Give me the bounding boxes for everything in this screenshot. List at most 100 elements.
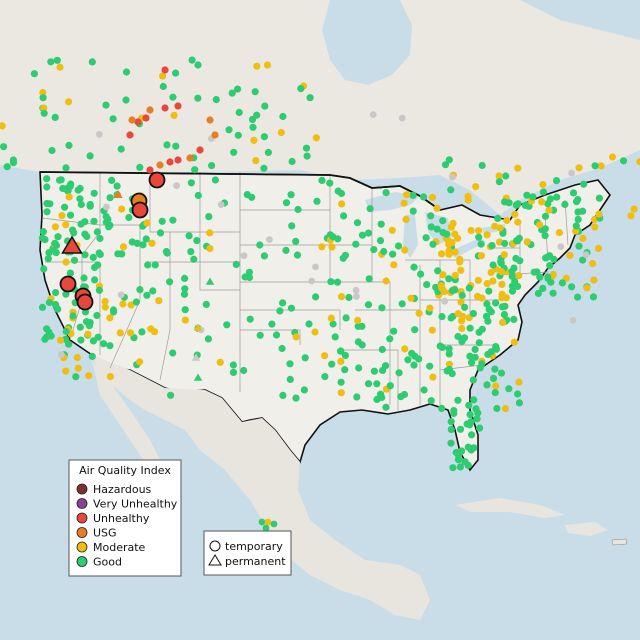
moderate-station-marker	[514, 218, 522, 226]
moderate-legend-label: Moderate	[93, 541, 146, 554]
good-station-marker	[378, 345, 386, 354]
good-station-marker	[542, 254, 550, 262]
good-station-marker	[51, 113, 59, 121]
good-station-marker	[539, 284, 547, 292]
good-station-marker	[589, 293, 598, 301]
good-station-marker	[326, 179, 334, 187]
good-station-marker	[497, 369, 506, 377]
moderate-station-marker	[101, 303, 109, 311]
moderate-station-marker	[321, 352, 329, 360]
good-station-marker	[142, 235, 150, 243]
good-station-marker	[404, 356, 412, 364]
moderate-station-marker	[65, 98, 73, 106]
moderate-station-marker	[597, 162, 605, 170]
moderate-station-marker	[56, 336, 65, 344]
good-station-marker	[151, 261, 159, 269]
good-station-marker	[445, 345, 453, 353]
moderate-permanent-marker	[193, 323, 203, 331]
moderate-station-marker	[636, 158, 640, 166]
good-station-marker	[443, 230, 451, 238]
good-station-marker	[438, 404, 446, 412]
good-station-marker	[386, 382, 394, 390]
good-station-marker	[419, 193, 428, 201]
good-station-marker	[63, 184, 72, 192]
moderate-station-marker	[407, 294, 415, 302]
good-station-marker	[74, 186, 82, 194]
moderate-station-marker	[328, 243, 336, 251]
moderate-station-marker	[572, 227, 580, 235]
moderate-station-marker	[415, 309, 423, 317]
moderate-station-marker	[252, 157, 260, 165]
good-station-marker	[572, 222, 580, 230]
unhealthy-station-marker	[126, 131, 134, 139]
moderate-station-marker	[538, 198, 546, 206]
moderate-station-marker	[515, 272, 523, 280]
good-station-marker	[45, 298, 54, 307]
moderate-station-marker	[498, 290, 506, 298]
unhealthy-temporary-marker	[148, 171, 166, 189]
good-station-marker	[305, 320, 313, 328]
good-station-marker	[379, 366, 387, 374]
usg-permanent-marker	[113, 190, 123, 198]
good-station-marker	[458, 291, 466, 300]
good-station-marker	[423, 281, 431, 289]
good-station-marker	[508, 287, 517, 295]
good-station-marker	[89, 253, 97, 261]
good-station-marker	[354, 338, 362, 346]
moderate-station-marker	[595, 210, 603, 218]
good-station-marker	[373, 380, 381, 388]
good-station-marker	[62, 327, 70, 336]
moderate-station-marker	[101, 297, 109, 305]
no-data-station-marker	[57, 351, 65, 358]
moderate-station-marker	[312, 134, 320, 142]
good-station-marker	[102, 101, 110, 109]
no-data-station-marker	[557, 243, 565, 251]
good-station-marker	[579, 207, 587, 215]
good-station-marker	[93, 311, 101, 320]
good-station-marker	[492, 343, 500, 351]
good-station-marker	[408, 349, 416, 357]
good-station-marker	[205, 213, 213, 221]
good-station-marker	[478, 325, 486, 333]
good-station-marker	[478, 360, 486, 368]
good-station-marker	[456, 425, 465, 433]
hazardous-legend-swatch	[76, 483, 88, 495]
moderate-station-marker	[627, 212, 635, 220]
good-station-marker	[454, 332, 462, 341]
good-station-marker	[172, 142, 180, 150]
good-station-marker	[288, 222, 296, 230]
good-station-marker	[378, 304, 386, 312]
good-station-marker	[337, 189, 346, 198]
good-station-marker	[591, 162, 599, 170]
good-station-marker	[541, 232, 549, 240]
hudson-bay	[322, 0, 412, 85]
good-station-marker	[106, 194, 114, 202]
moderate-station-marker	[337, 357, 345, 365]
moderate-station-marker	[401, 345, 409, 353]
good-station-marker	[389, 250, 397, 258]
unhealthy-station-marker	[196, 146, 204, 154]
no-data-station-marker	[312, 263, 319, 271]
good-station-marker	[9, 159, 18, 167]
moderate-station-marker	[492, 382, 500, 390]
good-station-marker	[80, 274, 88, 282]
good-station-marker	[232, 260, 240, 268]
good-station-marker	[476, 424, 484, 432]
good-station-marker	[303, 152, 311, 160]
good-station-marker	[256, 241, 264, 249]
unhealthy-station-marker	[166, 158, 174, 166]
moderate-station-marker	[503, 216, 511, 225]
cuba-island	[455, 498, 565, 518]
mexico-landmass	[92, 355, 430, 620]
good-station-marker	[300, 386, 308, 394]
good-station-marker	[445, 156, 453, 164]
moderate-station-marker	[467, 226, 475, 235]
good-station-marker	[454, 456, 463, 464]
moderate-station-marker	[216, 358, 224, 366]
good-station-marker	[312, 293, 320, 301]
good-station-marker	[279, 299, 287, 307]
good-station-marker	[395, 369, 403, 377]
unhealthy-station-marker	[174, 156, 182, 164]
good-station-marker	[286, 360, 294, 368]
